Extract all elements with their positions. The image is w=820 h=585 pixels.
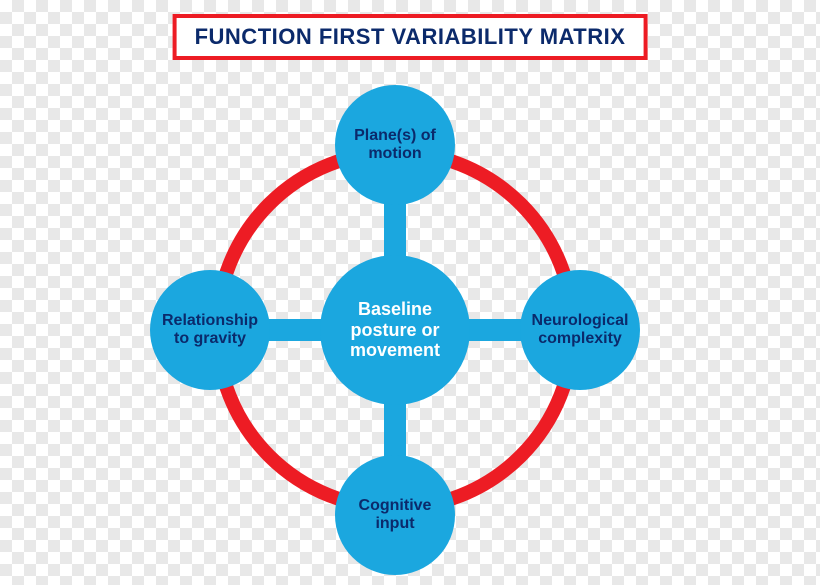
right-node: Neurological complexity [520,270,640,390]
left-node-label: Relationship to gravity [156,312,264,349]
center-node-label: Baseline posture or movement [326,299,464,361]
top-node: Plane(s) of motion [335,85,455,205]
bottom-node: Cognitive input [335,455,455,575]
diagram-canvas: FUNCTION FIRST VARIABILITY MATRIX Baseli… [0,0,820,585]
left-node: Relationship to gravity [150,270,270,390]
center-node: Baseline posture or movement [320,255,470,405]
top-node-label: Plane(s) of motion [341,127,449,164]
diagram-title: FUNCTION FIRST VARIABILITY MATRIX [173,14,648,60]
right-node-label: Neurological complexity [526,312,634,349]
bottom-node-label: Cognitive input [341,497,449,534]
